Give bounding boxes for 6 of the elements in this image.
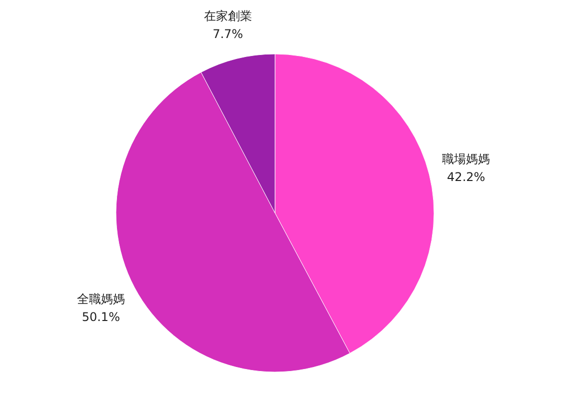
- data-label: 50.1%: [82, 310, 120, 324]
- slice-label: 全職媽媽: [76, 292, 125, 306]
- data-label: 7.7%: [212, 26, 244, 41]
- slice-label: 在家創業: [204, 8, 252, 23]
- data-label: 42.2%: [447, 170, 486, 184]
- slice-label: 職場媽媽: [442, 152, 490, 166]
